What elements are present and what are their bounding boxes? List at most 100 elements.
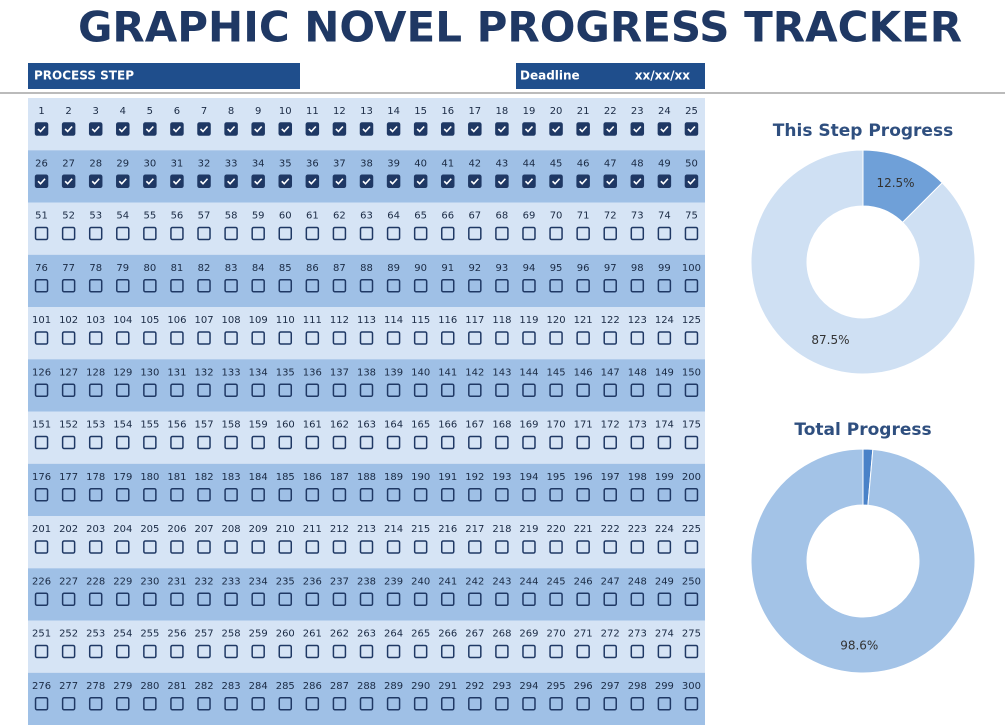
checkbox[interactable] [278, 383, 293, 397]
checkbox[interactable] [386, 383, 401, 397]
checkbox[interactable] [197, 331, 211, 345]
checkbox[interactable] [116, 540, 130, 554]
checkbox[interactable] [305, 279, 320, 293]
checkbox[interactable] [332, 383, 347, 397]
checkbox[interactable] [386, 592, 401, 606]
checkbox[interactable] [34, 122, 49, 136]
checkbox[interactable] [657, 644, 672, 659]
checkbox[interactable] [88, 488, 103, 502]
checkbox[interactable] [170, 592, 184, 606]
checkbox[interactable] [386, 644, 401, 659]
checkbox[interactable] [440, 697, 455, 711]
checkbox[interactable] [170, 279, 184, 293]
checkbox[interactable] [88, 331, 103, 345]
checkbox[interactable] [305, 697, 320, 711]
checkbox[interactable] [224, 383, 238, 397]
checkbox[interactable] [549, 383, 563, 397]
checkbox[interactable] [413, 644, 428, 659]
checkbox[interactable] [522, 279, 536, 293]
checkbox[interactable] [170, 226, 184, 241]
checkbox[interactable] [197, 540, 211, 554]
checkbox[interactable] [61, 122, 76, 136]
checkbox[interactable] [657, 174, 672, 188]
checkbox[interactable] [630, 488, 645, 502]
checkbox[interactable] [332, 226, 347, 241]
checkbox[interactable] [549, 279, 563, 293]
checkbox[interactable] [278, 540, 293, 554]
checkbox[interactable] [413, 331, 428, 345]
checkbox[interactable] [549, 122, 563, 136]
checkbox[interactable] [549, 697, 563, 711]
checkbox[interactable] [630, 174, 645, 188]
checkbox[interactable] [359, 174, 374, 188]
checkbox[interactable] [522, 540, 536, 554]
checkbox[interactable] [495, 697, 509, 711]
checkbox[interactable] [684, 331, 699, 345]
checkbox[interactable] [440, 592, 455, 606]
checkbox[interactable] [305, 331, 320, 345]
checkbox[interactable] [630, 383, 645, 397]
checkbox[interactable] [657, 279, 672, 293]
checkbox[interactable] [170, 383, 184, 397]
checkbox[interactable] [224, 331, 238, 345]
checkbox[interactable] [359, 488, 374, 502]
checkbox[interactable] [576, 435, 590, 450]
checkbox[interactable] [603, 383, 617, 397]
checkbox[interactable] [522, 644, 536, 659]
checkbox[interactable] [143, 226, 157, 241]
checkbox[interactable] [522, 174, 536, 188]
checkbox[interactable] [305, 488, 320, 502]
checkbox[interactable] [495, 488, 509, 502]
checkbox[interactable] [143, 592, 157, 606]
checkbox[interactable] [224, 697, 238, 711]
checkbox[interactable] [170, 331, 184, 345]
checkbox[interactable] [386, 331, 401, 345]
checkbox[interactable] [468, 174, 482, 188]
checkbox[interactable] [305, 226, 320, 241]
checkbox[interactable] [603, 697, 617, 711]
checkbox[interactable] [34, 488, 49, 502]
checkbox[interactable] [143, 279, 157, 293]
checkbox[interactable] [468, 122, 482, 136]
checkbox[interactable] [278, 697, 293, 711]
checkbox[interactable] [603, 174, 617, 188]
checkbox[interactable] [332, 174, 347, 188]
checkbox[interactable] [88, 174, 103, 188]
checkbox[interactable] [603, 331, 617, 345]
checkbox[interactable] [413, 174, 428, 188]
checkbox[interactable] [440, 488, 455, 502]
checkbox[interactable] [413, 488, 428, 502]
checkbox[interactable] [332, 644, 347, 659]
checkbox[interactable] [251, 644, 265, 659]
checkbox[interactable] [440, 435, 455, 450]
checkbox[interactable] [684, 122, 699, 136]
checkbox[interactable] [197, 383, 211, 397]
checkbox[interactable] [116, 488, 130, 502]
checkbox[interactable] [34, 226, 49, 241]
checkbox[interactable] [522, 435, 536, 450]
checkbox[interactable] [332, 331, 347, 345]
checkbox[interactable] [603, 122, 617, 136]
checkbox[interactable] [278, 644, 293, 659]
checkbox[interactable] [170, 435, 184, 450]
checkbox[interactable] [413, 279, 428, 293]
checkbox[interactable] [116, 383, 130, 397]
checkbox[interactable] [332, 122, 347, 136]
checkbox[interactable] [332, 592, 347, 606]
checkbox[interactable] [576, 226, 590, 241]
checkbox[interactable] [305, 540, 320, 554]
checkbox[interactable] [413, 697, 428, 711]
checkbox[interactable] [305, 644, 320, 659]
checkbox[interactable] [88, 226, 103, 241]
checkbox[interactable] [305, 122, 320, 136]
checkbox[interactable] [143, 122, 157, 136]
checkbox[interactable] [657, 383, 672, 397]
checkbox[interactable] [468, 644, 482, 659]
checkbox[interactable] [522, 488, 536, 502]
checkbox[interactable] [549, 435, 563, 450]
checkbox[interactable] [278, 435, 293, 450]
checkbox[interactable] [468, 592, 482, 606]
checkbox[interactable] [170, 697, 184, 711]
checkbox[interactable] [278, 488, 293, 502]
checkbox[interactable] [34, 540, 49, 554]
